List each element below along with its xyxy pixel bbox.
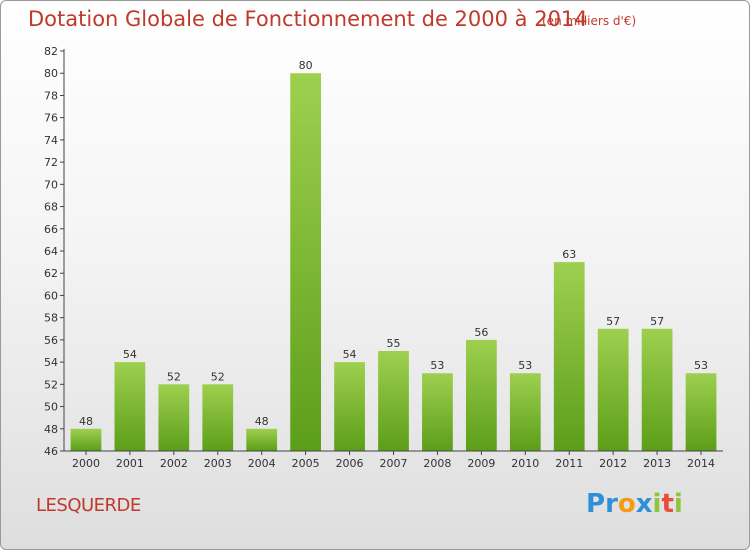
x-tick-label-2004: 2004 [248,457,276,470]
proxiti-logo: Proxiti [586,489,683,519]
bar-2008 [422,373,453,451]
data-label-2014: 53 [694,359,708,372]
x-tick-label-2003: 2003 [204,457,232,470]
y-tick-label: 50 [44,401,58,414]
x-tick-label-2013: 2013 [643,457,671,470]
bar-2011 [553,262,585,451]
data-label-2010: 53 [518,359,532,372]
data-label-2013: 57 [650,315,664,328]
logo-letter: i [652,489,662,519]
bar-2000 [70,428,102,451]
x-tick-label-2011: 2011 [555,457,583,470]
data-label-2007: 55 [387,337,401,350]
y-tick-label: 80 [44,67,58,80]
bar-2002 [158,384,190,451]
bars-group: 48 54 52 52 48 80 54 55 53 56 53 63 57 57 53 [70,59,717,451]
bar-2005 [290,73,322,451]
y-tick-label: 70 [44,178,58,191]
data-label-2001: 54 [123,348,137,361]
data-label-2012: 57 [606,315,620,328]
y-axis: 46 48 50 52 54 56 58 60 62 64 66 68 70 72 74 76 78 80 82 [44,45,65,458]
y-tick-label: 78 [44,89,58,102]
bar-2010 [509,373,541,451]
y-tick-label: 66 [44,223,58,236]
y-tick-label: 54 [44,356,58,369]
x-tick-label-2008: 2008 [423,457,451,470]
y-tick-label: 52 [44,378,58,391]
data-label-2011: 63 [562,248,576,261]
data-label-2003: 52 [211,370,225,383]
y-tick-label: 76 [44,112,58,125]
logo-letter: t [661,489,674,519]
logo-letter: x [635,489,653,519]
logo-letter: P [586,489,606,519]
bar-2004 [246,428,278,451]
bar-2006 [334,362,365,451]
y-tick-label: 48 [44,423,58,436]
x-tick-label-2012: 2012 [599,457,627,470]
x-tick-label-2009: 2009 [467,457,495,470]
chart-title: Dotation Globale de Fonctionnement de 20… [28,7,588,31]
x-tick-label-2002: 2002 [160,457,188,470]
y-tick-label: 46 [44,445,58,458]
bar-2007 [378,351,409,451]
data-label-2005: 80 [299,59,313,72]
bar-2013 [641,328,673,451]
data-label-2008: 53 [430,359,444,372]
logo-letter: r [605,489,618,519]
x-tick-label-2001: 2001 [116,457,144,470]
x-axis: 2000 2001 2002 2003 2004 2005 2006 2007 2008 2009… [64,450,723,470]
bar-2001 [114,362,146,451]
data-label-2009: 56 [474,326,488,339]
x-tick-label-2007: 2007 [380,457,408,470]
data-label-2004: 48 [255,415,269,428]
x-tick-label-2005: 2005 [292,457,320,470]
bar-2012 [597,328,629,451]
y-tick-label: 72 [44,156,58,169]
data-label-2002: 52 [167,370,181,383]
y-tick-label: 82 [44,45,58,58]
y-tick-label: 58 [44,312,58,325]
x-tick-label-2010: 2010 [511,457,539,470]
logo-letter: o [617,489,636,519]
y-tick-label: 56 [44,334,58,347]
y-tick-label: 68 [44,201,58,214]
x-tick-label-2006: 2006 [336,457,364,470]
x-tick-label-2000: 2000 [72,457,100,470]
logo-letter: i [673,489,683,519]
chart-subtitle: (en milliers d'€) [542,14,637,28]
y-tick-label: 74 [44,134,58,147]
y-tick-label: 64 [44,245,58,258]
y-tick-label: 62 [44,267,58,280]
y-tick-label: 60 [44,289,58,302]
bar-2009 [465,339,497,451]
commune-name: LESQUERDE [36,495,141,516]
data-label-2000: 48 [79,415,93,428]
x-tick-label-2014: 2014 [687,457,715,470]
data-label-2006: 54 [343,348,357,361]
bar-2003 [202,384,234,451]
bar-2014 [685,373,717,451]
